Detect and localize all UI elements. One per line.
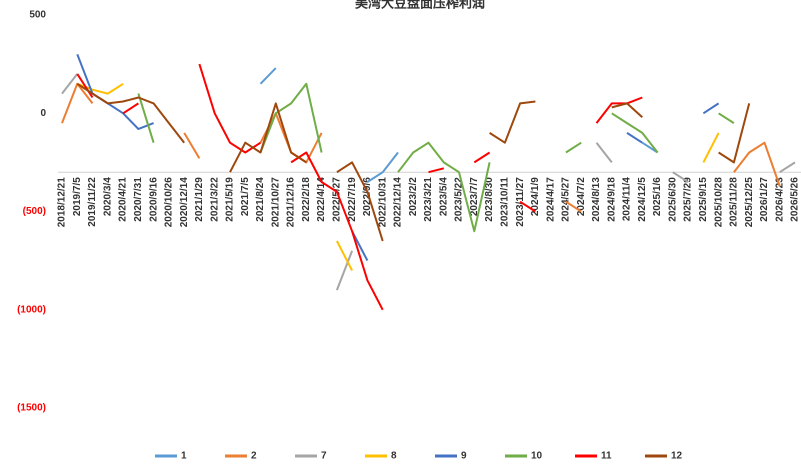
series-line [473,151,491,164]
x-tick-label: 2022/9/6 [362,177,373,216]
x-tick-label: 2023/3/21 [423,177,434,222]
series-line [259,82,323,153]
series-line [76,73,94,99]
series-line [428,167,445,174]
x-tick-label: 2025/7/29 [683,177,694,222]
legend-label: 2 [251,451,257,461]
x-tick-label: 2024/8/13 [591,177,602,222]
x-tick-label: 2021/3/22 [209,177,220,222]
series-line [519,200,536,213]
x-tick-label: 2022/7/19 [347,177,358,222]
series-line [198,63,262,154]
y-tick-label: (500) [23,206,46,217]
x-tick-label: 2021/1/29 [194,177,205,222]
x-tick-label: 2021/8/24 [255,177,266,222]
x-tick-label: 2020/9/16 [148,177,159,222]
series-line [290,151,384,311]
series-line [779,161,796,174]
series-line [137,93,155,143]
series-line [76,82,185,144]
x-tick-label: 2021/7/5 [240,177,251,216]
legend-label: 9 [461,451,467,461]
x-tick-label: 2023/8/30 [484,177,495,222]
x-tick-label: 2022/10/31 [377,177,388,227]
series-line [366,151,399,183]
series-line [641,141,659,154]
x-tick-label: 2020/12/14 [179,177,190,227]
series-line [565,141,582,154]
legend-label: 1 [181,451,187,461]
chart-title: 美湾大豆盘面压榨利润 [355,0,485,10]
x-tick-label: 2025/11/28 [729,177,740,227]
x-tick-label: 2024/4/17 [545,177,556,222]
x-tick-label: 2023/10/11 [499,177,510,227]
x-tick-label: 2020/10/26 [164,177,175,227]
legend-label: 7 [321,451,327,461]
series-line [611,112,659,154]
x-tick-label: 2025/6/30 [667,177,678,222]
series-line [489,100,536,144]
series-line [565,200,582,213]
x-tick-label: 2021/12/16 [286,177,297,227]
x-tick-label: 2020/3/4 [102,177,113,216]
series-line [336,161,384,242]
y-tick-label: (1000) [17,304,46,315]
y-tick-label: 500 [29,10,46,21]
x-tick-label: 2020/4/21 [118,177,129,222]
legend-label: 10 [531,451,543,461]
series-line [595,96,643,124]
x-tick-label: 2023/7/7 [469,177,480,216]
series-line [61,73,79,95]
x-tick-label: 2024/1/9 [530,177,541,216]
x-tick-label: 2023/2/2 [408,177,419,216]
y-tick-label: (1500) [17,403,46,414]
series-line [611,102,643,118]
x-tick-label: 2026/5/26 [790,177,801,222]
x-tick-label: 2024/12/5 [637,177,648,222]
series-line [626,132,643,144]
x-tick-label: 2025/10/28 [713,177,724,227]
x-tick-label: 2019/11/22 [87,177,98,227]
x-tick-label: 2024/9/18 [606,177,617,222]
series-line [733,141,781,187]
series-line [397,141,491,233]
series-line [259,67,277,85]
series-line [702,132,720,163]
x-tick-label: 2021/10/27 [270,177,281,227]
series-line [335,250,354,291]
x-tick-label: 2024/5/27 [561,177,572,222]
legend-label: 8 [391,451,397,461]
x-tick-label: 2023/5/22 [454,177,465,222]
series-line [229,102,307,173]
x-tick-label: 2019/7/5 [72,177,83,216]
x-tick-label: 2025/1/6 [652,177,663,216]
series-line [718,103,751,164]
series-line [718,112,735,124]
x-tick-label: 2024/11/4 [622,177,633,221]
x-tick-label: 2022/4/14 [316,177,327,222]
x-tick-label: 2024/7/2 [576,177,587,216]
x-tick-label: 2026/4/23 [774,177,785,222]
x-tick-label: 2025/9/15 [698,177,709,222]
series-line [76,53,154,130]
x-tick-label: 2022/5/27 [332,177,343,222]
x-tick-label: 2025/12/25 [744,177,755,227]
series-line [122,102,139,115]
x-tick-label: 2021/5/19 [225,177,236,222]
x-tick-label: 2022/2/18 [301,177,312,222]
x-tick-label: 2020/7/31 [133,177,144,222]
x-tick-label: 2018/12/21 [57,177,68,227]
legend-label: 11 [601,451,612,461]
series-line [672,171,689,183]
legend-label: 12 [671,451,683,461]
x-tick-label: 2026/1/27 [759,177,770,222]
x-tick-label: 2023/5/4 [438,177,449,216]
y-tick-label: 0 [40,108,46,119]
series-line [336,240,353,271]
series-line [595,142,613,164]
series-line [702,102,720,115]
x-tick-label: 2022/12/14 [393,177,404,227]
series-line [183,132,201,159]
